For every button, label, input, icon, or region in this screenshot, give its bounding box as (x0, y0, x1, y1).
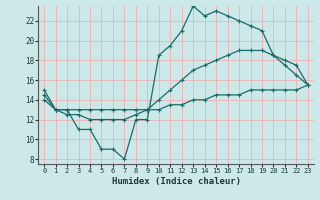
X-axis label: Humidex (Indice chaleur): Humidex (Indice chaleur) (111, 177, 241, 186)
